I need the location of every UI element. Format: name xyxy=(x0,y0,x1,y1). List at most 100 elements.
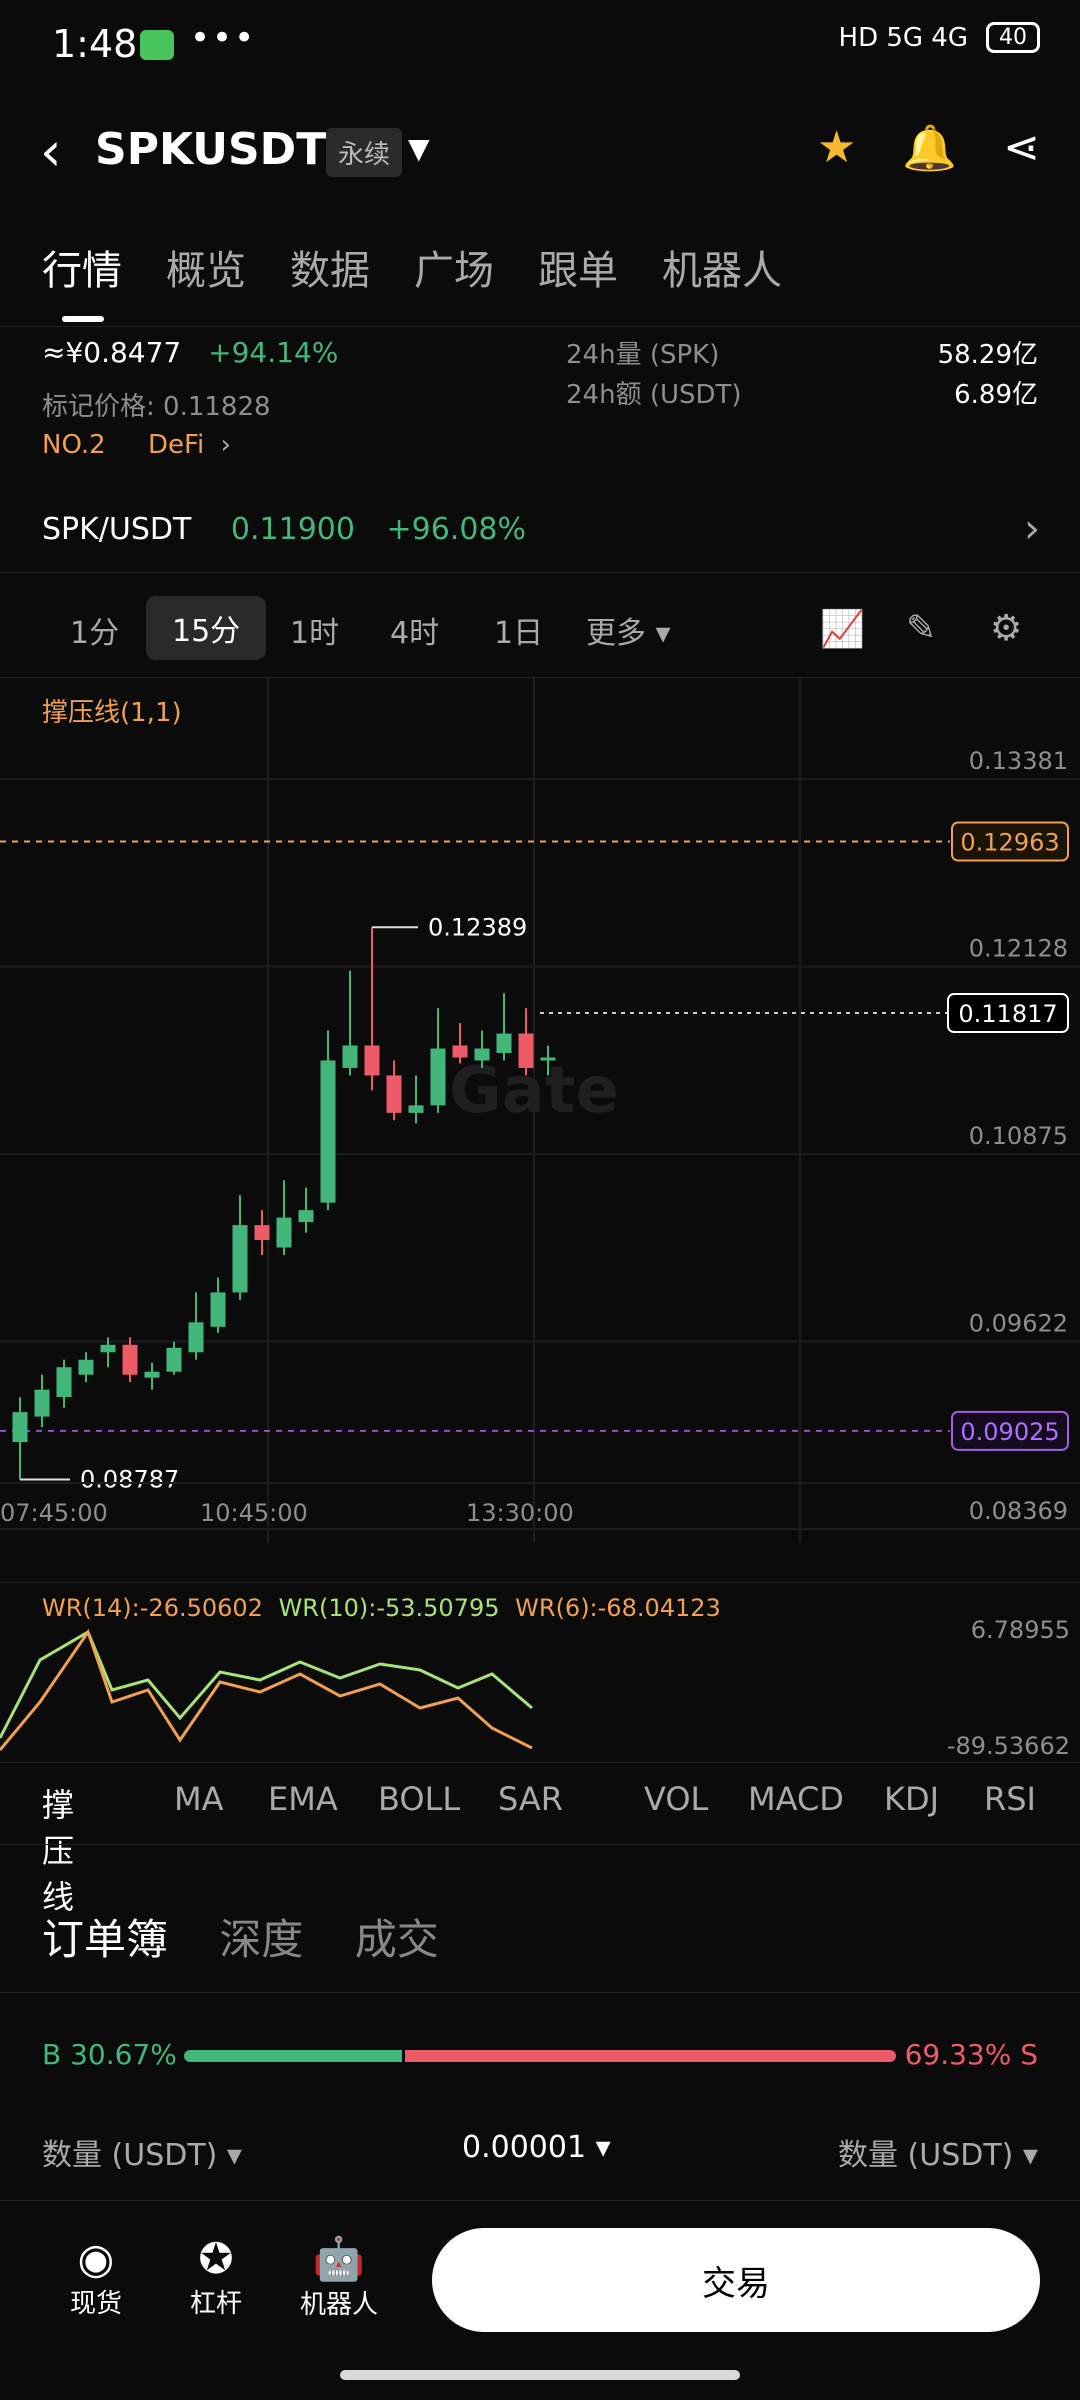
status-icons: HD 5G 4G 40 xyxy=(839,22,1040,53)
interval-1h[interactable]: 1时 xyxy=(290,616,340,651)
trade-button[interactable]: 交易 xyxy=(432,2228,1040,2332)
candle-body xyxy=(496,1033,512,1053)
resistance-label: 0.12963 xyxy=(960,829,1059,857)
bottom-nav-bot[interactable]: 🤖 机器人 xyxy=(300,2234,378,2321)
candle-body xyxy=(474,1048,490,1061)
share-icon[interactable]: ⋖ xyxy=(1003,122,1040,173)
main-tabs: 行情 概览 数据 广场 跟单 机器人 xyxy=(42,238,782,296)
candle-body xyxy=(100,1344,116,1353)
wr-top: 6.78955 xyxy=(970,1616,1070,1644)
home-indicator[interactable] xyxy=(340,2370,740,2380)
candle-body xyxy=(518,1033,534,1068)
ind-tab-sar[interactable]: SAR xyxy=(498,1780,564,1818)
x-tick-label: 10:45:00 xyxy=(200,1499,308,1527)
rank-row: NO.2 DeFi › xyxy=(42,430,231,460)
precision-select[interactable]: 0.00001 ▾ xyxy=(462,2130,611,2165)
tab-market[interactable]: 行情 xyxy=(42,248,122,294)
candle-body xyxy=(210,1292,226,1327)
candlestick-chart[interactable]: 0.13381 0.12128 0.10875 0.09622 0.08369 Gate 0… xyxy=(0,677,1080,1543)
spot-price: 0.11900 xyxy=(230,512,355,547)
battery-icon: 40 xyxy=(986,22,1040,53)
home-app-icon xyxy=(140,30,174,60)
qty-left-select[interactable]: 数量 (USDT) ▾ xyxy=(42,2138,242,2173)
tab-bot[interactable]: 机器人 xyxy=(662,248,782,294)
qty-right-select[interactable]: 数量 (USDT) ▾ xyxy=(838,2138,1038,2173)
candle-body xyxy=(452,1045,468,1058)
tab-overview[interactable]: 概览 xyxy=(166,248,246,294)
back-icon[interactable]: ‹ xyxy=(40,120,62,183)
candle-body xyxy=(78,1359,94,1375)
wr-chart xyxy=(0,1628,533,1751)
tab-copy[interactable]: 跟单 xyxy=(538,248,618,294)
spot-row[interactable]: SPK/USDT 0.11900 +96.08% xyxy=(42,512,526,547)
rank-badge[interactable]: NO.2 xyxy=(42,430,106,460)
ind-tab-support[interactable]: 撑压线 xyxy=(42,1786,75,1916)
interval-4h[interactable]: 4时 xyxy=(390,616,440,651)
tab-data[interactable]: 数据 xyxy=(290,248,370,294)
approx-price: ≈¥0.8477 +94.14% xyxy=(42,336,338,369)
tab-underline xyxy=(62,316,104,322)
margin-icon: ✪ xyxy=(198,2234,234,2283)
divider xyxy=(0,1992,1080,1993)
orderbook-tabs: 订单簿 深度 成交 xyxy=(42,1906,439,1967)
candle-body xyxy=(540,1057,556,1061)
bot-label: 机器人 xyxy=(300,2290,379,2320)
current-price-box xyxy=(947,993,1069,1034)
ind-tab-macd[interactable]: MACD xyxy=(748,1780,844,1818)
wr-legend: WR(14):-26.50602 WR(10):-53.50795 WR(6):… xyxy=(42,1594,721,1622)
candle-body xyxy=(364,1045,380,1076)
spot-chevron-icon[interactable]: › xyxy=(1024,506,1040,552)
ind-tab-ema[interactable]: EMA xyxy=(268,1780,338,1818)
header-actions: ★ 🔔 ⋖ xyxy=(817,122,1040,174)
top-nav: ‹ SPKUSDT 永续 ▼ ★ 🔔 ⋖ xyxy=(0,110,1080,190)
candle-body xyxy=(34,1389,50,1417)
status-bar: 1:48 ••• HD 5G 4G 40 xyxy=(0,0,1080,90)
bell-icon[interactable]: 🔔 xyxy=(902,123,958,174)
chevron-right-icon: › xyxy=(220,430,231,460)
ind-tab-ma[interactable]: MA xyxy=(174,1780,224,1818)
ratio-bar xyxy=(184,2050,896,2062)
indicators-icon[interactable]: 📈 xyxy=(820,609,865,650)
pair-title[interactable]: SPKUSDT xyxy=(95,124,327,175)
interval-more-label: 更多 xyxy=(586,616,646,651)
bot-icon: 🤖 xyxy=(312,2234,366,2283)
interval-15m[interactable]: 15分 xyxy=(146,596,267,660)
draw-icon[interactable]: ✎ xyxy=(906,608,937,649)
divider xyxy=(0,1844,1080,1845)
star-icon[interactable]: ★ xyxy=(816,122,857,173)
vol-spk-value: 58.29亿 xyxy=(937,340,1038,370)
buy-ratio: B 30.67% xyxy=(42,2038,177,2071)
precision-label: 0.00001 xyxy=(462,2130,587,2165)
perp-badge: 永续 xyxy=(326,128,403,177)
candle-body xyxy=(12,1412,28,1443)
ind-tab-boll[interactable]: BOLL xyxy=(378,1780,461,1818)
wr10-label: WR(10):-53.50795 xyxy=(278,1594,500,1622)
tab-orderbook[interactable]: 订单簿 xyxy=(42,1915,169,1964)
wr-bottom: -89.53662 xyxy=(946,1732,1070,1760)
support-box xyxy=(951,1410,1069,1451)
candle-body xyxy=(320,1060,336,1203)
tab-depth[interactable]: 深度 xyxy=(219,1915,304,1964)
ind-tab-rsi[interactable]: RSI xyxy=(984,1780,1036,1818)
tab-trades[interactable]: 成交 xyxy=(354,1915,439,1964)
qty-left-label: 数量 (USDT) xyxy=(42,2138,218,2173)
mark-price: 标记价格: 0.11828 xyxy=(42,392,271,422)
category-tag[interactable]: DeFi xyxy=(147,430,205,460)
status-time: 1:48 xyxy=(52,22,138,66)
pair-dropdown-icon[interactable]: ▼ xyxy=(408,132,430,165)
bottom-nav-margin[interactable]: ✪ 杠杆 xyxy=(190,2234,242,2320)
candle-body xyxy=(276,1217,292,1248)
margin-label: 杠杆 xyxy=(190,2289,243,2319)
interval-1m[interactable]: 1分 xyxy=(70,616,120,651)
ind-tab-vol[interactable]: VOL xyxy=(644,1780,709,1818)
ind-tab-kdj[interactable]: KDJ xyxy=(884,1780,940,1818)
tab-square[interactable]: 广场 xyxy=(414,248,494,294)
interval-more[interactable]: 更多 ▾ xyxy=(586,616,671,651)
bottom-nav-spot[interactable]: ◉ 现货 xyxy=(70,2234,122,2320)
settings-icon[interactable]: ⚙ xyxy=(990,608,1023,649)
divider xyxy=(0,1582,1080,1583)
wr-line-2 xyxy=(0,1628,533,1751)
candle-body xyxy=(298,1210,314,1223)
divider xyxy=(0,677,1080,678)
interval-1d[interactable]: 1日 xyxy=(494,616,544,651)
